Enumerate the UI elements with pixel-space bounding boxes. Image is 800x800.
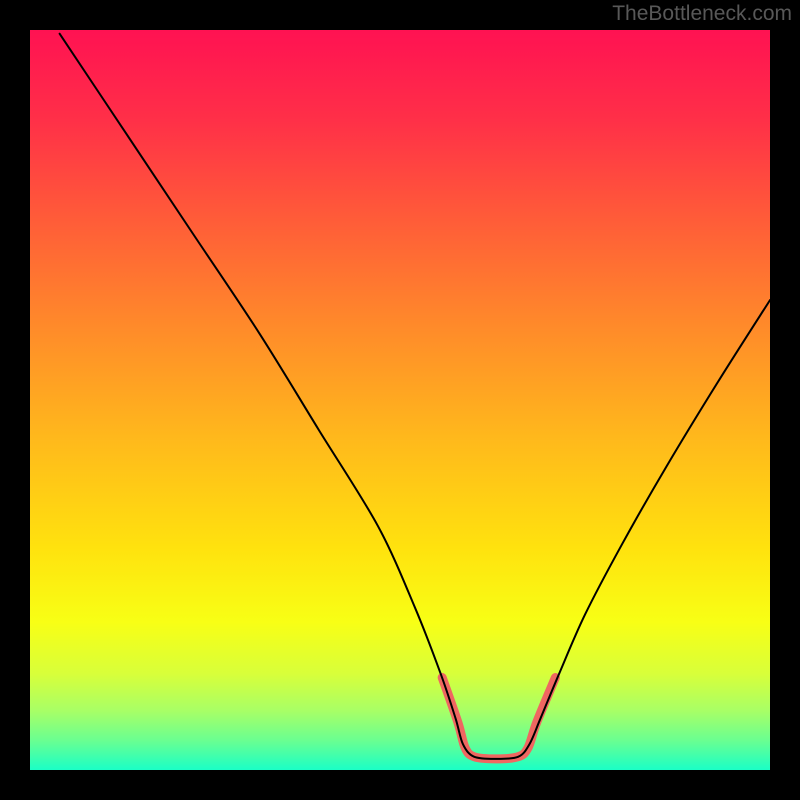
gradient-plot-area: [30, 30, 770, 770]
watermark-text: TheBottleneck.com: [612, 2, 792, 26]
chart-stage: TheBottleneck.com: [0, 0, 800, 800]
bottleneck-chart-svg: [0, 0, 800, 800]
